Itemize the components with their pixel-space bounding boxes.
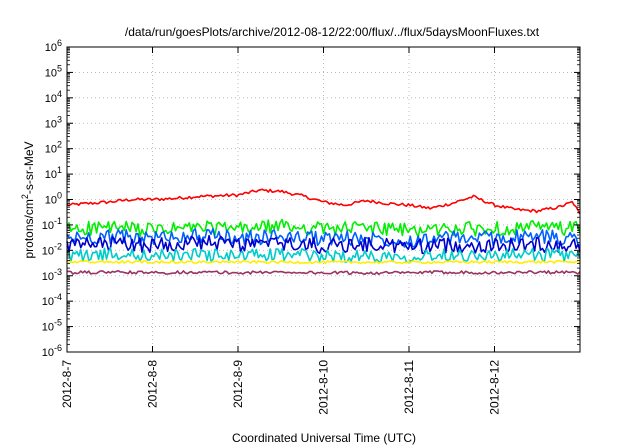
y-tick-label: 10-1 — [42, 216, 62, 232]
y-tick-exp: -2 — [54, 241, 62, 251]
x-tick-label: 2012-8-10 — [317, 360, 331, 415]
series-line — [66, 188, 581, 215]
y-tick-exp: -3 — [54, 267, 62, 277]
y-axis-label: protons/cm2-s-sr-MeV — [20, 141, 36, 258]
series-line — [66, 218, 581, 238]
y-tick-label: 10-4 — [42, 292, 62, 308]
y-tick-base: 10 — [45, 67, 57, 79]
y-tick-base: 10 — [45, 195, 57, 207]
series-line — [66, 247, 581, 263]
y-tick-label: 10-2 — [42, 241, 62, 257]
y-tick-exp: 6 — [57, 38, 62, 48]
series-line — [66, 259, 581, 265]
y-tick-base: 10 — [42, 245, 54, 257]
y-tick-exp: -1 — [54, 216, 62, 226]
y-tick-base: 10 — [45, 118, 57, 130]
y-tick-base: 10 — [42, 220, 54, 232]
y-tick-label: 101 — [45, 165, 62, 181]
y-tick-base: 10 — [45, 93, 57, 105]
y-tick-label: 10-5 — [42, 318, 62, 334]
y-tick-label: 104 — [45, 89, 62, 105]
y-tick-exp: 1 — [57, 165, 62, 175]
y-tick-exp: -6 — [54, 343, 62, 353]
y-tick-label: 103 — [45, 114, 62, 130]
y-axis-label-main: protons/cm — [22, 199, 36, 258]
y-tick-label: 102 — [45, 140, 62, 156]
x-axis-label: Coordinated Universal Time (UTC) — [232, 431, 416, 445]
y-tick-exp: -5 — [54, 318, 62, 328]
chart-title: /data/run/goesPlots/archive/2012-08-12/2… — [125, 25, 540, 39]
y-tick-label: 10-6 — [42, 343, 62, 359]
y-tick-exp: 0 — [57, 191, 62, 201]
y-tick-exp: -4 — [54, 292, 62, 302]
series-group — [66, 188, 581, 276]
y-tick-exp: 2 — [57, 140, 62, 150]
y-axis-label-rest: -s-sr-MeV — [22, 141, 36, 194]
y-tick-exp: 4 — [57, 89, 62, 99]
y-tick-label: 105 — [45, 63, 62, 79]
x-tick-label: 2012-8-12 — [488, 360, 502, 415]
series-line — [66, 269, 581, 276]
y-tick-labels: 10-610-510-410-310-210-11001011021031041… — [42, 38, 62, 359]
y-tick-label: 10-3 — [42, 267, 62, 283]
y-axis-label-sup: 2 — [20, 194, 30, 199]
y-tick-base: 10 — [45, 144, 57, 156]
y-tick-base: 10 — [42, 296, 54, 308]
y-tick-label: 100 — [45, 191, 62, 207]
y-tick-exp: 3 — [57, 114, 62, 124]
y-tick-label: 106 — [45, 38, 62, 54]
y-tick-base: 10 — [42, 322, 54, 334]
x-tick-label: 2012-8-11 — [402, 360, 416, 414]
y-tick-base: 10 — [45, 169, 57, 181]
x-tick-label: 2012-8-7 — [60, 360, 74, 408]
y-tick-base: 10 — [42, 347, 54, 359]
y-tick-exp: 5 — [57, 63, 62, 73]
x-tick-label: 2012-8-9 — [231, 360, 245, 408]
x-tick-label: 2012-8-8 — [146, 360, 160, 408]
series-line — [66, 234, 581, 255]
x-tick-labels: 2012-8-7 2012-8-8 2012-8-9 2012-8-10 2012-8-… — [60, 360, 502, 415]
y-tick-base: 10 — [45, 42, 57, 54]
y-tick-base: 10 — [42, 271, 54, 283]
axis-ticks — [66, 46, 580, 353]
